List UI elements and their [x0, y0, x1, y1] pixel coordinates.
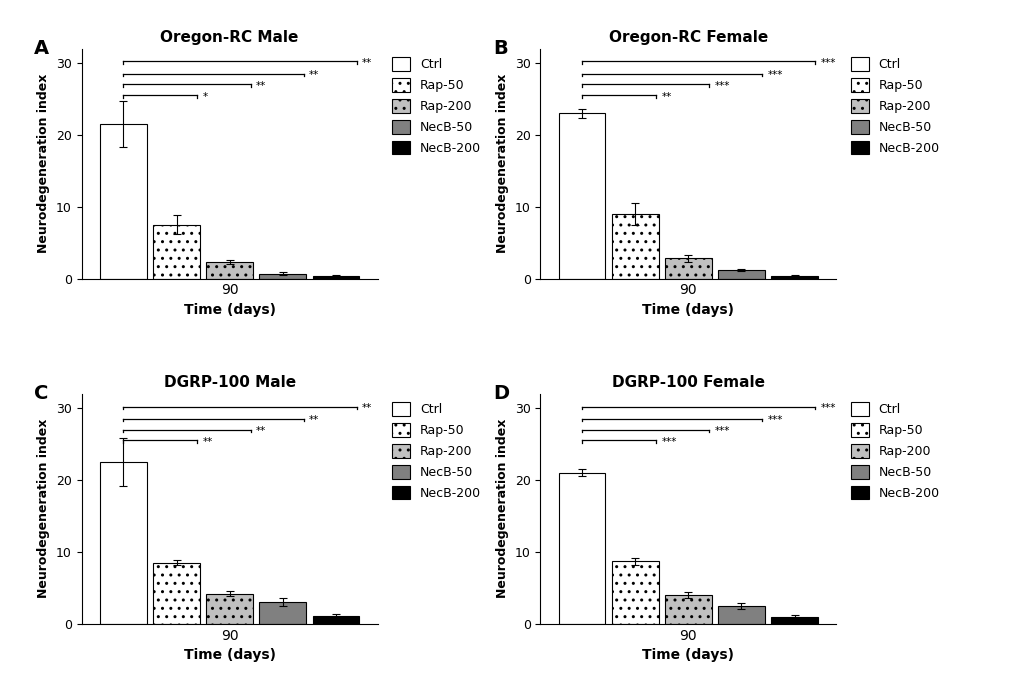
Bar [312, 276, 359, 279]
Bar [611, 561, 658, 624]
X-axis label: Time (days): Time (days) [183, 648, 275, 662]
Text: ***: *** [820, 403, 836, 413]
Bar [100, 124, 147, 279]
Bar [611, 214, 658, 279]
Bar [259, 602, 306, 624]
Text: B: B [492, 40, 507, 58]
Bar [312, 616, 359, 624]
Bar [770, 617, 817, 624]
Y-axis label: Neurodegeneration index: Neurodegeneration index [38, 74, 50, 253]
Text: **: ** [362, 403, 372, 413]
Y-axis label: Neurodegeneration index: Neurodegeneration index [496, 74, 508, 253]
Y-axis label: Neurodegeneration index: Neurodegeneration index [496, 419, 508, 598]
Text: A: A [35, 40, 49, 58]
Bar [664, 595, 711, 624]
Bar [153, 225, 200, 279]
Text: C: C [35, 385, 49, 403]
Text: ***: *** [767, 70, 783, 80]
Text: **: ** [256, 426, 266, 436]
Bar [259, 274, 306, 279]
X-axis label: Time (days): Time (days) [642, 648, 734, 662]
Bar [153, 563, 200, 624]
Legend: Ctrl, Rap-50, Rap-200, NecB-50, NecB-200: Ctrl, Rap-50, Rap-200, NecB-50, NecB-200 [848, 400, 942, 502]
Text: **: ** [309, 415, 319, 426]
Text: *: * [203, 91, 208, 102]
Text: ***: *** [661, 437, 677, 447]
Text: **: ** [661, 91, 672, 102]
Bar [770, 276, 817, 279]
Legend: Ctrl, Rap-50, Rap-200, NecB-50, NecB-200: Ctrl, Rap-50, Rap-200, NecB-50, NecB-200 [848, 55, 942, 157]
Title: DGRP-100 Male: DGRP-100 Male [163, 375, 296, 389]
Text: ***: *** [714, 426, 730, 436]
X-axis label: Time (days): Time (days) [642, 303, 734, 317]
Text: **: ** [256, 81, 266, 91]
Title: Oregon-RC Male: Oregon-RC Male [160, 30, 299, 44]
Text: ***: *** [767, 415, 783, 426]
Text: ***: *** [714, 81, 730, 91]
Legend: Ctrl, Rap-50, Rap-200, NecB-50, NecB-200: Ctrl, Rap-50, Rap-200, NecB-50, NecB-200 [389, 400, 483, 502]
Bar [664, 258, 711, 279]
Y-axis label: Neurodegeneration index: Neurodegeneration index [38, 419, 50, 598]
Bar [558, 473, 605, 624]
Bar [558, 113, 605, 279]
Title: DGRP-100 Female: DGRP-100 Female [611, 375, 764, 389]
Text: **: ** [362, 58, 372, 68]
Title: Oregon-RC Female: Oregon-RC Female [608, 30, 767, 44]
Text: **: ** [309, 70, 319, 80]
Bar [717, 270, 764, 279]
Bar [206, 593, 253, 624]
Bar [100, 462, 147, 624]
Bar [717, 606, 764, 624]
Text: **: ** [203, 437, 213, 447]
Bar [206, 262, 253, 279]
Text: ***: *** [820, 58, 836, 68]
Text: D: D [492, 385, 508, 403]
Legend: Ctrl, Rap-50, Rap-200, NecB-50, NecB-200: Ctrl, Rap-50, Rap-200, NecB-50, NecB-200 [389, 55, 483, 157]
X-axis label: Time (days): Time (days) [183, 303, 275, 317]
